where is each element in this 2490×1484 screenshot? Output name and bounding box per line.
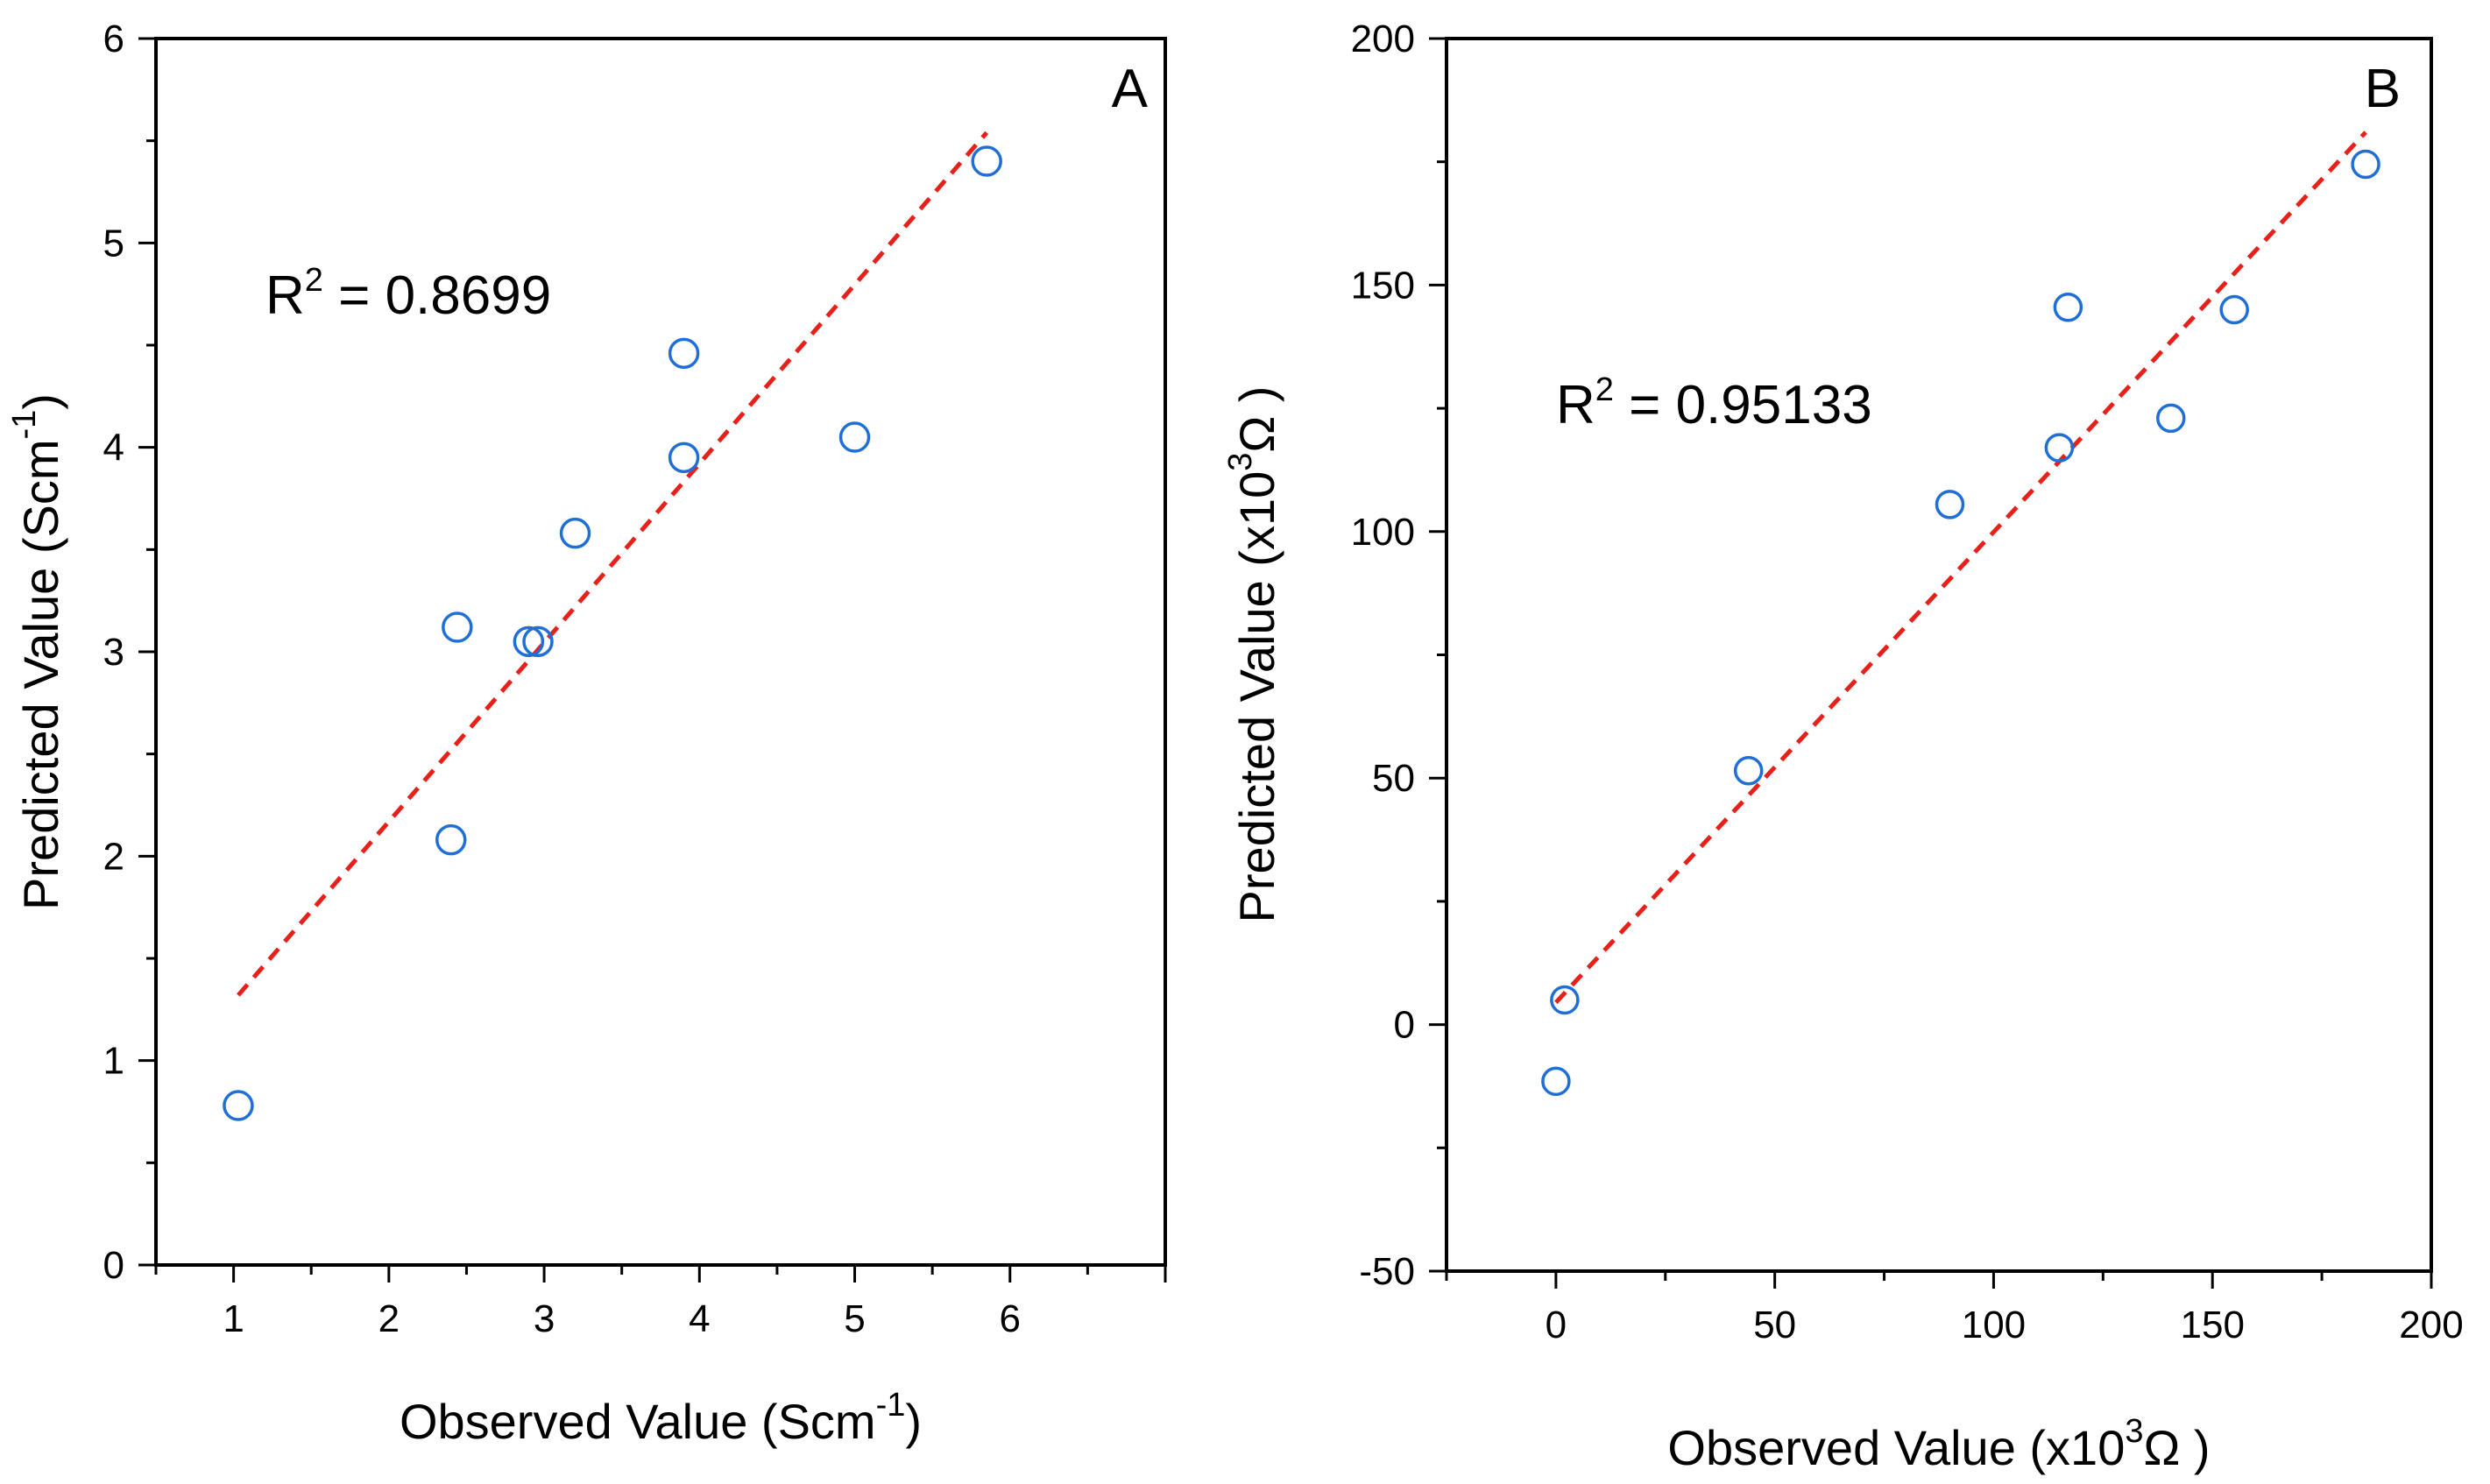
y-axis-label-b-suffix: Ω ) [1229,386,1284,453]
y-tick-label-a: 0 [103,1244,124,1287]
y-axis-label-b: Predicted Value (x103Ω ) [1222,386,1284,923]
r-squared-annotation-a-main: R [265,265,305,326]
data-point-a [668,337,700,370]
data-point-b [2351,149,2380,180]
r-squared-annotation-b-main: R [1556,375,1595,435]
r-squared-annotation-a-suffix: = 0.8699 [323,265,551,326]
x-axis-label-b-suffix: Ω ) [2143,1420,2210,1475]
x-tick-label-b: 200 [2399,1304,2463,1346]
y-axis-label-b-main: Predicted Value (x10 [1229,471,1284,923]
x-axis-label-b: Observed Value (x103Ω ) [1667,1413,2210,1475]
panel-label-b: B [2365,59,2401,119]
x-axis-label-b-superscript: 3 [2125,1413,2143,1450]
data-point-a [559,517,591,549]
panel-label-a: A [1112,59,1149,119]
x-tick-label-b: 50 [1753,1304,1796,1346]
data-point-b [1733,756,1764,786]
y-axis-label-b-superscript: 3 [1222,453,1259,471]
y-tick-label-b: 100 [1351,511,1415,554]
y-tick-label-b: 50 [1372,757,1415,800]
y-tick-label-a: 2 [103,835,124,878]
r-squared-annotation-b-suffix: = 0.95133 [1614,375,1872,435]
y-tick-label-a: 5 [103,222,124,265]
y-tick-label-a: 6 [103,18,124,60]
y-axis-label-a-suffix: ) [13,393,68,410]
x-tick-label-a: 4 [689,1297,710,1340]
y-axis-label-a-superscript: -1 [6,410,43,440]
data-point-b [1935,490,1965,519]
x-tick-label-a: 5 [844,1297,865,1340]
x-tick-label-b: 0 [1546,1304,1567,1346]
x-tick-label-a: 6 [1000,1297,1021,1340]
y-tick-label-a: 1 [103,1040,124,1083]
x-axis-label-b-main: Observed Value (x10 [1667,1420,2125,1475]
data-point-b [2219,294,2249,325]
r-squared-annotation-b-superscript: 2 [1595,371,1614,408]
y-tick-label-b: -50 [1359,1250,1415,1293]
x-axis-label-a-superscript: -1 [876,1387,906,1424]
y-tick-label-b: 150 [1351,264,1415,307]
x-tick-label-b: 150 [2181,1304,2245,1346]
chart-panel-b: 0 50 100 150 200 -50 0 50 100 150 200 Observed Valu… [1222,18,2464,1475]
x-tick-label-b: 100 [1962,1304,2026,1346]
r-squared-annotation-a-superscript: 2 [305,262,323,299]
x-tick-label-a: 2 [378,1297,400,1340]
x-tick-label-a: 3 [534,1297,555,1340]
y-axis-label-a: Predicted Value (Scm-1) [6,393,68,910]
data-point-b [2044,433,2075,463]
y-tick-label-a: 3 [103,631,124,674]
x-axis-label-a-main: Observed Value (Scm [400,1394,876,1449]
data-point-a [513,625,545,658]
r-squared-annotation-a: R2 = 0.8699 [265,262,551,326]
r-squared-annotation-b: R2 = 0.95133 [1556,371,1872,435]
data-point-a [442,611,473,643]
x-tick-label-a: 1 [223,1297,244,1340]
y-tick-label-b: 200 [1351,18,1415,60]
data-point-b [2156,403,2186,434]
data-point-b [2053,292,2083,322]
fit-line-a [237,131,989,997]
y-tick-label-a: 4 [103,427,124,470]
y-axis-label-a-main: Predicted Value (Scm [13,440,68,910]
x-axis-label-a-suffix: ) [905,1394,922,1449]
data-point-a [522,625,554,658]
data-point-a [223,1090,254,1121]
data-point-b [1550,985,1580,1015]
data-point-a [668,442,700,474]
data-point-a [435,823,467,856]
data-point-a [971,145,1002,177]
data-point-b [1541,1066,1571,1097]
plot-frame-a [154,37,1167,1267]
data-point-a [838,421,871,453]
x-axis-label-a: Observed Value (Scm-1) [400,1387,922,1449]
y-tick-label-b: 0 [1394,1004,1415,1047]
fit-line-b [1554,131,2367,1004]
